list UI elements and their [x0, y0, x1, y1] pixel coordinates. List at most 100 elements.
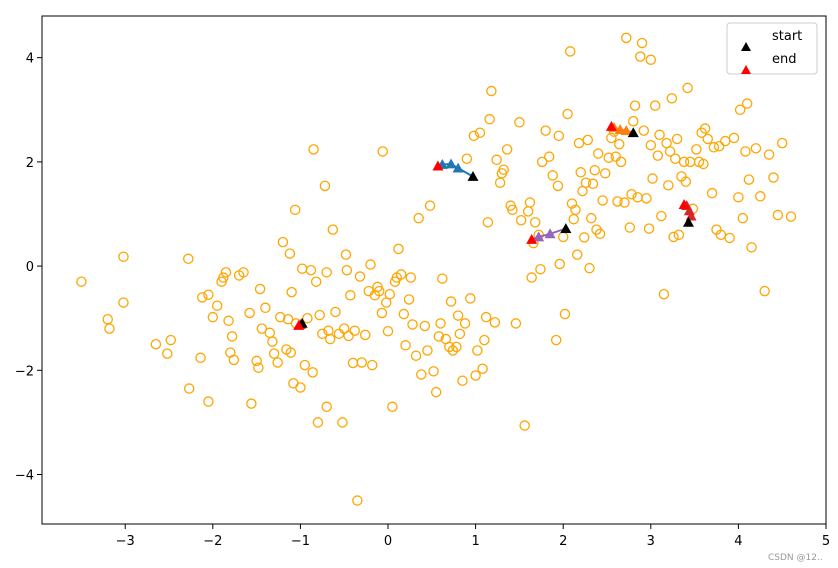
trajectory-step-marker — [683, 205, 695, 216]
data-point — [678, 156, 690, 168]
data-point — [547, 170, 558, 181]
data-point — [585, 212, 597, 224]
data-point — [317, 328, 328, 340]
data-point — [226, 331, 238, 342]
data-point — [733, 192, 744, 203]
data-point — [645, 139, 657, 151]
data-point — [286, 286, 297, 298]
data-point — [741, 98, 753, 109]
end-marker — [432, 160, 444, 171]
y-tick-label: 4 — [26, 52, 34, 67]
data-point — [405, 272, 417, 283]
data-point — [652, 150, 664, 161]
data-point — [218, 272, 229, 283]
data-point — [435, 318, 446, 329]
data-point — [162, 348, 173, 359]
data-point — [256, 323, 268, 334]
data-point — [554, 258, 565, 270]
trajectory-step-marker — [445, 158, 457, 169]
data-point — [203, 396, 214, 407]
data-point — [507, 204, 518, 216]
data-point — [728, 132, 740, 144]
start-end-markers — [293, 120, 697, 330]
data-point — [457, 375, 468, 386]
data-point — [552, 180, 564, 192]
legend-end-marker — [741, 65, 751, 74]
data-point — [600, 168, 611, 179]
data-point — [341, 265, 353, 276]
data-point — [102, 313, 113, 325]
y-tick-label: −2 — [15, 364, 34, 379]
data-point — [165, 334, 177, 346]
data-point — [382, 325, 394, 337]
data-point — [312, 417, 324, 428]
data-point — [763, 149, 775, 160]
data-point — [413, 212, 424, 224]
data-point — [543, 151, 555, 162]
data-point — [484, 113, 495, 125]
data-point — [308, 144, 319, 155]
data-point — [330, 306, 341, 318]
end-marker — [678, 199, 690, 210]
data-point — [447, 345, 459, 356]
data-point — [603, 152, 615, 163]
data-point — [118, 251, 129, 262]
data-point — [267, 336, 278, 347]
data-point — [424, 200, 436, 211]
data-point — [228, 354, 240, 366]
data-point — [352, 495, 363, 506]
start-marker — [560, 223, 572, 233]
data-point — [663, 180, 674, 191]
x-tick-label: 3 — [647, 534, 655, 549]
data-point — [578, 232, 590, 243]
data-point — [606, 132, 617, 144]
data-point — [750, 143, 762, 154]
data-point — [289, 204, 301, 216]
data-point — [407, 319, 418, 330]
data-point — [321, 401, 332, 413]
y-axis-ticks: −4 −2 0 2 4 — [15, 52, 42, 484]
data-point — [734, 104, 746, 116]
legend-end-label: end — [772, 52, 797, 67]
x-tick-label: 5 — [822, 534, 830, 549]
data-point — [501, 144, 513, 155]
watermark: CSDN @12.. — [768, 553, 823, 563]
data-point — [314, 309, 325, 321]
data-point — [284, 248, 296, 259]
data-point — [479, 334, 490, 346]
data-point — [649, 100, 661, 111]
data-point — [785, 211, 797, 222]
x-axis-ticks: −3 −2 −1 0 1 2 3 4 5 — [116, 524, 830, 549]
y-tick-label: 2 — [26, 156, 34, 171]
start-marker — [627, 127, 639, 138]
data-point — [319, 180, 331, 192]
data-point — [656, 210, 667, 222]
x-tick-label: −2 — [203, 534, 222, 549]
data-point — [398, 308, 410, 320]
data-point — [295, 382, 306, 393]
data-point — [658, 288, 670, 300]
data-point — [264, 327, 276, 339]
data-point — [529, 217, 541, 228]
data-point — [419, 320, 431, 332]
data-point — [437, 273, 448, 284]
data-point — [445, 296, 457, 307]
data-point — [664, 146, 676, 157]
data-point — [776, 137, 788, 149]
start-marker — [682, 216, 694, 227]
legend-start-label: start — [772, 29, 802, 44]
data-point — [374, 285, 385, 297]
data-point — [480, 311, 492, 323]
data-point — [452, 310, 464, 321]
data-point — [477, 363, 488, 374]
data-point — [680, 176, 692, 187]
data-point — [104, 323, 115, 334]
end-marker — [526, 234, 538, 244]
y-tick-label: 0 — [26, 260, 34, 275]
trajectory-step-marker — [533, 231, 545, 242]
data-point — [305, 265, 317, 276]
data-point — [628, 115, 639, 127]
data-point — [183, 383, 195, 394]
data-point — [459, 318, 471, 329]
